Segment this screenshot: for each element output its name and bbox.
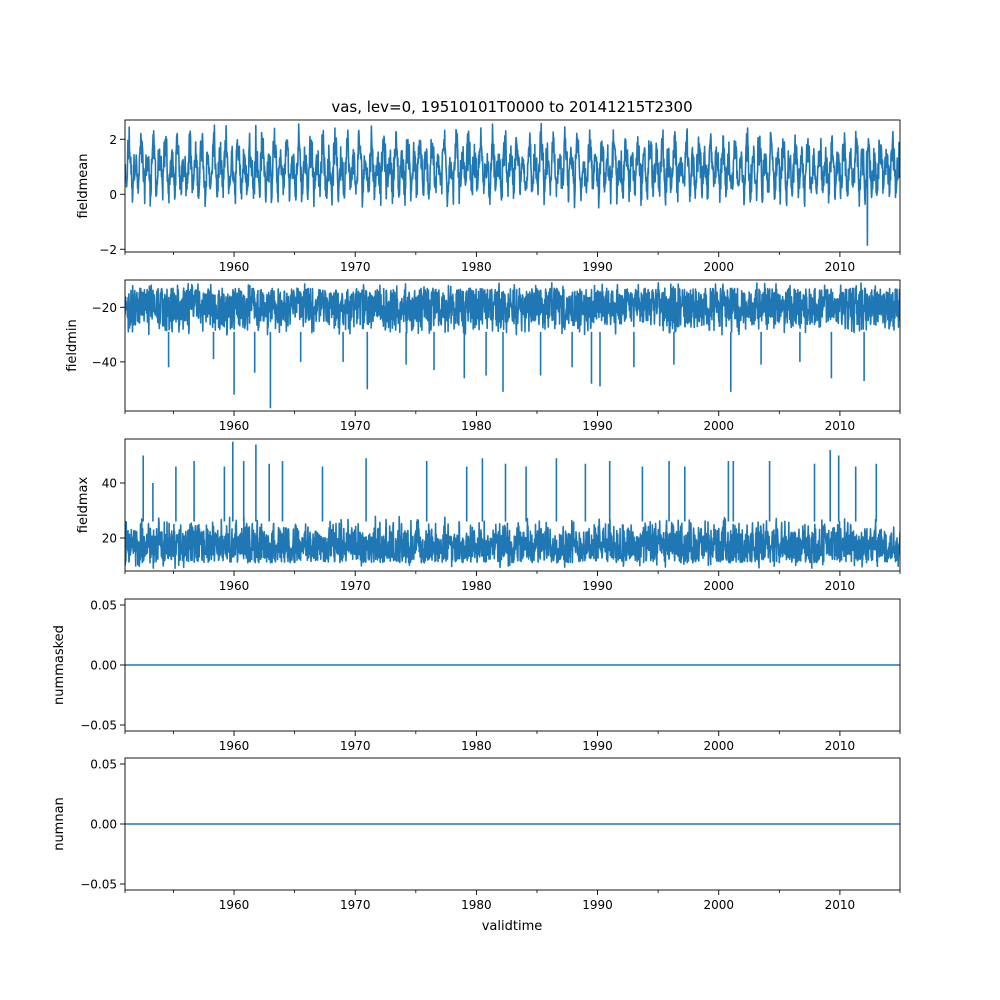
x-tick-label-fieldmax: 1990 <box>582 579 613 593</box>
series-line-fieldmean <box>125 122 900 246</box>
x-tick-label-fieldmax: 2000 <box>703 579 734 593</box>
x-tick-label-fieldmin: 2000 <box>703 419 734 433</box>
y-tick-label-numnan: 0.00 <box>90 818 117 832</box>
subplots-group: 1960 1970 1980 1990 2000 2010−202fieldmean196… <box>52 119 901 912</box>
y-axis-label-nummasked: nummasked <box>52 625 67 705</box>
x-tick-label-nummasked: 2000 <box>703 739 734 753</box>
x-tick-label-fieldmean: 1990 <box>582 260 613 274</box>
x-tick-label-numnan: 1980 <box>461 898 492 912</box>
axes-frame-fieldmax <box>124 438 901 572</box>
x-tick-label-fieldmin: 1970 <box>340 419 371 433</box>
y-tick-label-nummasked: −0.05 <box>80 719 117 733</box>
axes-frame-fieldmin <box>124 279 901 412</box>
x-tick-label-nummasked: 2010 <box>825 739 856 753</box>
x-tick-label-nummasked: 1980 <box>461 739 492 753</box>
y-tick-label-fieldmean: −2 <box>99 243 117 257</box>
subplot-fieldmax: 1960 1970 1980 1990 2000 2010 20 40 fieldmax <box>76 438 901 593</box>
x-tick-label-fieldmean: 1980 <box>461 260 492 274</box>
x-tick-label-fieldmin: 1980 <box>461 419 492 433</box>
x-tick-label-numnan: 2000 <box>703 898 734 912</box>
y-tick-label-numnan: 0.05 <box>90 758 117 772</box>
series-line-fieldmin <box>125 282 900 409</box>
y-tick-label-fieldmax: 40 <box>102 477 117 491</box>
chart-title: vas, lev=0, 19510101T0000 to 20141215T23… <box>331 98 692 116</box>
y-tick-label-fieldmin: −40 <box>92 355 117 369</box>
x-tick-label-numnan: 1960 <box>219 898 250 912</box>
x-tick-label-fieldmax: 1980 <box>461 579 492 593</box>
y-axis-label-numnan: numnan <box>52 797 67 851</box>
subplot-nummasked: 1960 1970 1980 1990 2000 2010 −0.05 0.00 0.05 num… <box>52 599 901 753</box>
y-tick-label-fieldmax: 20 <box>102 532 117 546</box>
x-tick-label-fieldmin: 1990 <box>582 419 613 433</box>
x-tick-label-nummasked: 1960 <box>219 739 250 753</box>
x-tick-label-nummasked: 1970 <box>340 739 371 753</box>
y-tick-label-nummasked: 0.00 <box>90 659 117 673</box>
series-line-fieldmax <box>125 441 900 569</box>
x-tick-label-numnan: 2010 <box>825 898 856 912</box>
y-tick-label-fieldmin: −20 <box>92 301 117 315</box>
x-tick-label-fieldmax: 1970 <box>340 579 371 593</box>
x-tick-label-numnan: 1970 <box>340 898 371 912</box>
subplot-numnan: 1960 1970 1980 1990 2000 2010 −0.05 0.00 0.05 num… <box>52 758 901 912</box>
x-tick-label-fieldmin: 2010 <box>825 419 856 433</box>
y-axis-label-fieldmax: fieldmax <box>76 477 91 534</box>
y-axis-label-fieldmin: fieldmin <box>65 319 80 372</box>
x-tick-label-fieldmean: 2010 <box>825 260 856 274</box>
axes-frame-fieldmean <box>124 119 901 253</box>
x-tick-label-fieldmax: 2010 <box>825 579 856 593</box>
x-tick-label-fieldmean: 1970 <box>340 260 371 274</box>
x-tick-label-fieldmax: 1960 <box>219 579 250 593</box>
y-tick-label-fieldmean: 0 <box>109 188 117 202</box>
x-tick-label-numnan: 1990 <box>582 898 613 912</box>
subplot-fieldmin: 1960 1970 1980 1990 2000 2010 −40 −20 fieldmin <box>65 279 901 433</box>
x-axis-label: validtime <box>482 919 543 934</box>
x-tick-label-fieldmean: 1960 <box>219 260 250 274</box>
y-axis-label-fieldmean: fieldmean <box>76 154 91 219</box>
x-tick-label-nummasked: 1990 <box>582 739 613 753</box>
y-tick-label-nummasked: 0.05 <box>90 599 117 613</box>
x-tick-label-fieldmean: 2000 <box>703 260 734 274</box>
y-tick-label-fieldmean: 2 <box>109 133 117 147</box>
x-tick-label-fieldmin: 1960 <box>219 419 250 433</box>
y-tick-label-numnan: −0.05 <box>80 878 117 892</box>
subplot-fieldmean: 1960 1970 1980 1990 2000 2010 −2 0 2 fieldmean <box>76 119 901 274</box>
